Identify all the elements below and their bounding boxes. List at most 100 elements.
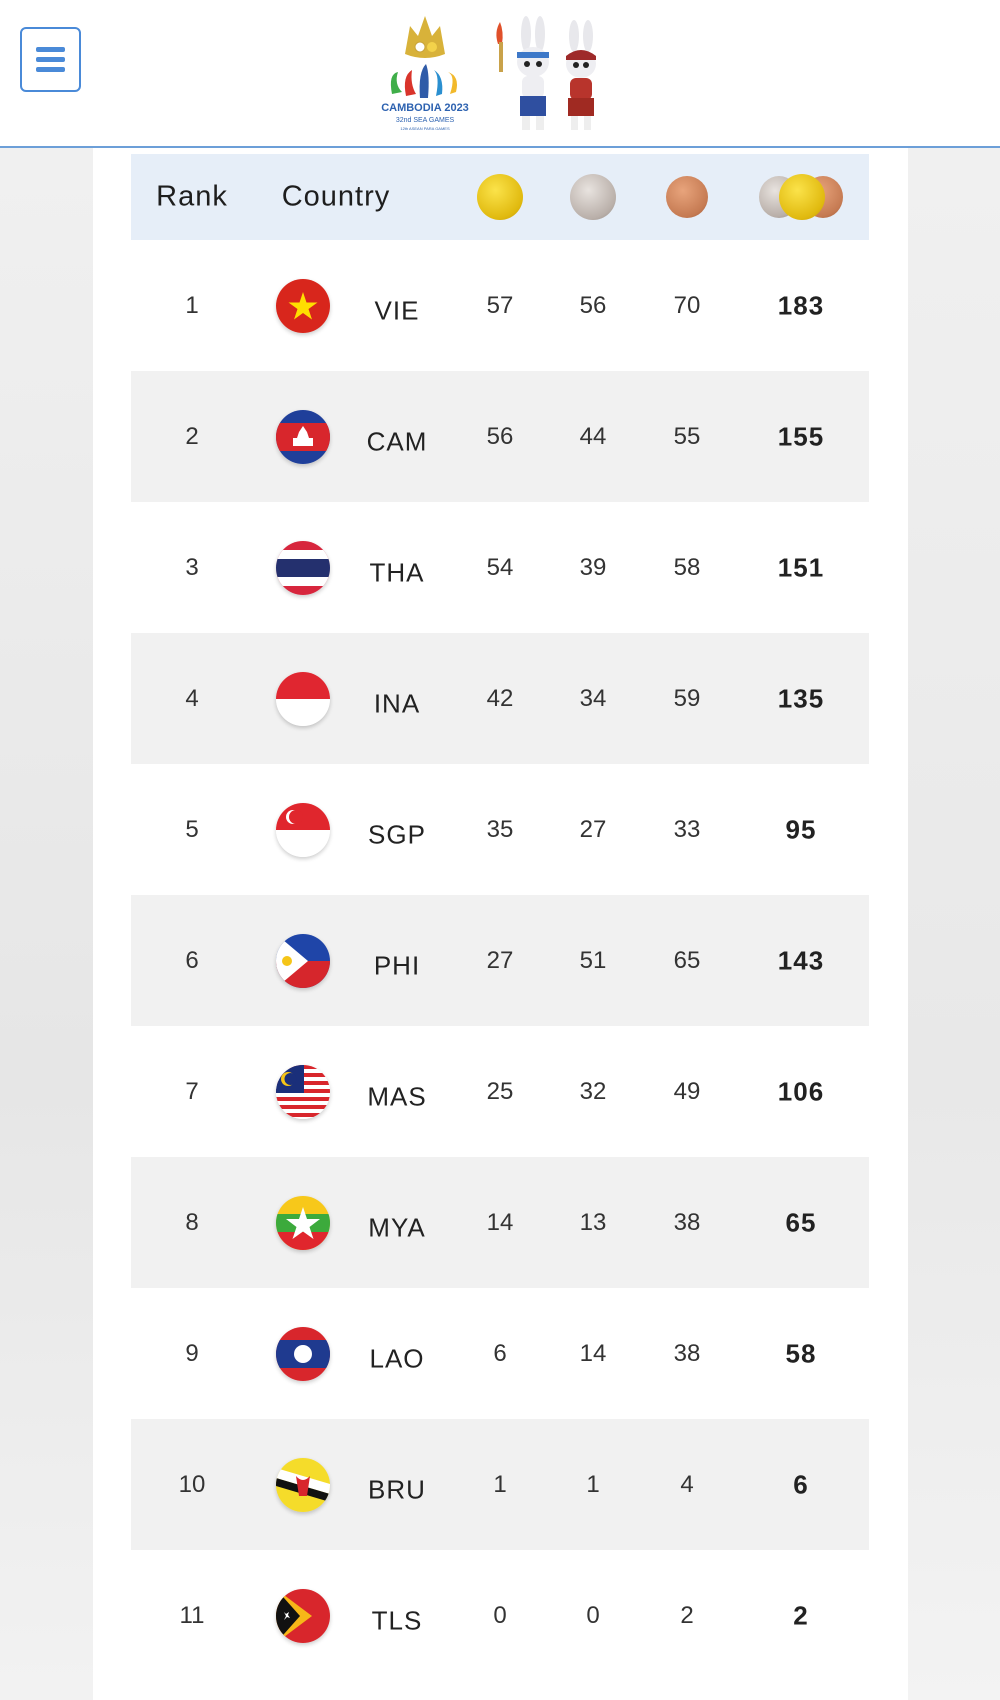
- rank: 6: [185, 946, 199, 974]
- background-left: [0, 148, 93, 1700]
- mascots-image: [496, 16, 596, 130]
- total-count: 106: [777, 1076, 825, 1106]
- gold-count: 42: [486, 684, 514, 712]
- total-medals-icon[interactable]: [759, 174, 843, 220]
- flag-vie-icon: [276, 278, 330, 333]
- flag-phi-icon: [276, 933, 330, 988]
- rank: 11: [179, 1601, 205, 1629]
- bronze-count: 38: [673, 1339, 701, 1367]
- table-row[interactable]: 2 CAM 56 44 55 155: [131, 371, 869, 502]
- gold-count: 57: [486, 291, 514, 319]
- table-row[interactable]: 11 TLS 0 0 2 2: [131, 1550, 869, 1681]
- bronze-count: 2: [680, 1601, 694, 1629]
- bronze-count: 38: [673, 1208, 701, 1236]
- table-row[interactable]: 10 BRU 1 1 4 6: [131, 1419, 869, 1550]
- gold-count: 14: [486, 1208, 514, 1236]
- rank: 1: [185, 291, 199, 319]
- gold-count: 27: [486, 946, 514, 974]
- bronze-medal-icon[interactable]: [666, 176, 708, 218]
- table-row[interactable]: 7 MAS 25 32 49 106: [131, 1026, 869, 1157]
- table-row[interactable]: 5 SGP 35 27 33 95: [131, 764, 869, 895]
- rank: 9: [185, 1339, 199, 1367]
- total-count: 95: [785, 814, 817, 844]
- country-header[interactable]: Country: [281, 180, 391, 213]
- bronze-count: 58: [673, 553, 701, 581]
- gold-count: 6: [493, 1339, 507, 1367]
- bronze-count: 70: [673, 291, 701, 319]
- gold-count: 0: [493, 1601, 507, 1629]
- silver-count: 39: [579, 553, 607, 581]
- bronze-count: 33: [673, 815, 701, 843]
- hamburger-line: [36, 67, 65, 72]
- flag-lao-icon: [276, 1326, 330, 1381]
- silver-count: 44: [579, 422, 607, 450]
- silver-medal-icon[interactable]: [570, 174, 616, 220]
- silver-count: 56: [579, 291, 607, 319]
- total-count: 183: [777, 290, 825, 320]
- country-code[interactable]: PHI: [373, 950, 421, 980]
- gold-count: 35: [486, 815, 514, 843]
- silver-count: 13: [579, 1208, 607, 1236]
- bronze-count: 65: [673, 946, 701, 974]
- hamburger-line: [36, 57, 65, 62]
- country-code[interactable]: MAS: [367, 1081, 427, 1111]
- country-code[interactable]: SGP: [368, 819, 426, 849]
- total-count: 151: [777, 552, 825, 582]
- medal-table: Rank Country 1 VIE 57 56 70 183 2 CAM 56 …: [131, 154, 869, 1681]
- gold-medal-icon[interactable]: [477, 174, 523, 220]
- flag-mas-icon: [276, 1064, 330, 1119]
- flag-ina-icon: [276, 671, 330, 726]
- country-code[interactable]: CAM: [366, 426, 428, 456]
- rank: 8: [185, 1208, 199, 1236]
- country-code[interactable]: TLS: [371, 1605, 423, 1635]
- flag-cam-icon: [276, 409, 330, 464]
- table-row[interactable]: 9 LAO 6 14 38 58: [131, 1288, 869, 1419]
- country-code[interactable]: INA: [373, 688, 421, 718]
- total-count: 58: [785, 1338, 817, 1368]
- svg-text:12th ASEAN PARA GAMES: 12th ASEAN PARA GAMES: [400, 126, 450, 131]
- total-count: 65: [785, 1207, 817, 1237]
- country-code[interactable]: BRU: [368, 1474, 426, 1504]
- flag-tha-icon: [276, 540, 330, 595]
- flag-bru-icon: [276, 1457, 330, 1512]
- rank: 3: [185, 553, 199, 581]
- table-row[interactable]: 4 INA 42 34 59 135: [131, 633, 869, 764]
- menu-button[interactable]: [20, 27, 81, 92]
- table-row[interactable]: 1 VIE 57 56 70 183: [131, 240, 869, 371]
- table-header: Rank Country: [131, 154, 869, 240]
- silver-count: 51: [579, 946, 607, 974]
- rank: 4: [185, 684, 199, 712]
- background-right: [908, 148, 1000, 1700]
- flag-tls-icon: [276, 1588, 330, 1643]
- flag-mya-icon: [276, 1195, 330, 1250]
- bronze-count: 4: [680, 1470, 694, 1498]
- silver-count: 34: [579, 684, 607, 712]
- country-code[interactable]: VIE: [374, 295, 420, 325]
- flag-sgp-icon: [276, 802, 330, 857]
- svg-text:32nd SEA GAMES: 32nd SEA GAMES: [396, 117, 455, 124]
- gold-count: 1: [493, 1470, 507, 1498]
- sea-games-logo[interactable]: CAMBODIA 2023 32nd SEA GAMES 12th ASEAN …: [380, 14, 470, 134]
- total-count: 2: [793, 1600, 809, 1630]
- gold-count: 54: [486, 553, 514, 581]
- table-row[interactable]: 6 PHI 27 51 65 143: [131, 895, 869, 1026]
- total-count: 143: [777, 945, 825, 975]
- gold-count: 25: [486, 1077, 514, 1105]
- silver-count: 27: [579, 815, 607, 843]
- table-row[interactable]: 3 THA 54 39 58 151: [131, 502, 869, 633]
- bronze-count: 49: [673, 1077, 701, 1105]
- country-code[interactable]: THA: [369, 557, 425, 587]
- total-count: 6: [793, 1469, 809, 1499]
- silver-count: 32: [579, 1077, 607, 1105]
- country-code[interactable]: LAO: [369, 1343, 425, 1373]
- total-count: 155: [777, 421, 825, 451]
- rank: 5: [185, 815, 199, 843]
- silver-count: 0: [586, 1601, 600, 1629]
- country-code[interactable]: MYA: [368, 1212, 426, 1242]
- site-header: CAMBODIA 2023 32nd SEA GAMES 12th ASEAN …: [0, 0, 1000, 148]
- rank: 2: [185, 422, 199, 450]
- rank-header[interactable]: Rank: [156, 180, 228, 213]
- table-row[interactable]: 8 MYA 14 13 38 65: [131, 1157, 869, 1288]
- gold-count: 56: [486, 422, 514, 450]
- silver-count: 14: [579, 1339, 607, 1367]
